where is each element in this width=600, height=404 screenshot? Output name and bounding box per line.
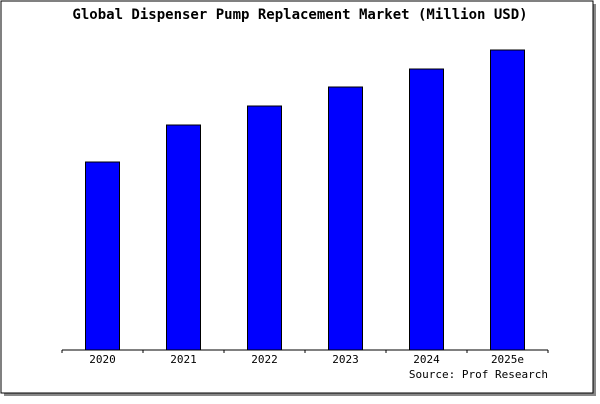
bar xyxy=(409,68,444,351)
bar xyxy=(85,161,120,351)
bar xyxy=(247,105,282,351)
x-tick-label: 2021 xyxy=(170,353,197,366)
source-note: Source: Prof Research xyxy=(409,368,548,381)
x-tick-label: 2022 xyxy=(251,353,278,366)
bar xyxy=(328,86,363,351)
x-tick-label: 2024 xyxy=(413,353,440,366)
bar xyxy=(490,49,525,351)
x-tick-label: 2023 xyxy=(332,353,359,366)
x-tick-label: 2025e xyxy=(491,353,524,366)
x-tick-label: 2020 xyxy=(89,353,116,366)
chart-title: Global Dispenser Pump Replacement Market… xyxy=(72,7,527,23)
bar xyxy=(166,124,201,351)
